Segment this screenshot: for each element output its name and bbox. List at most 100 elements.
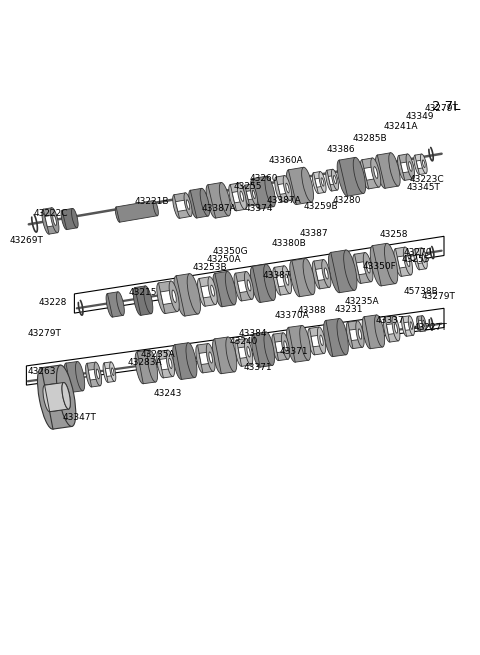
Ellipse shape <box>252 333 262 367</box>
Ellipse shape <box>420 248 427 269</box>
Ellipse shape <box>173 195 181 218</box>
Polygon shape <box>355 253 371 284</box>
Ellipse shape <box>281 333 290 360</box>
Polygon shape <box>276 176 290 202</box>
Ellipse shape <box>189 190 198 218</box>
Polygon shape <box>396 247 411 276</box>
Text: 43380B: 43380B <box>271 238 306 248</box>
Ellipse shape <box>213 339 224 374</box>
Text: 43222C: 43222C <box>34 209 68 217</box>
Ellipse shape <box>275 177 283 202</box>
Polygon shape <box>403 316 413 336</box>
Polygon shape <box>252 264 274 303</box>
Ellipse shape <box>308 328 316 355</box>
Ellipse shape <box>251 267 263 303</box>
Ellipse shape <box>283 176 292 200</box>
Ellipse shape <box>103 363 109 383</box>
Polygon shape <box>313 172 325 193</box>
Polygon shape <box>275 266 290 295</box>
Ellipse shape <box>389 153 400 186</box>
Polygon shape <box>199 352 212 365</box>
Ellipse shape <box>117 292 124 316</box>
Ellipse shape <box>206 185 217 218</box>
Polygon shape <box>292 259 313 297</box>
Polygon shape <box>66 362 83 392</box>
Ellipse shape <box>240 191 244 202</box>
Text: 43263: 43263 <box>28 367 56 376</box>
Polygon shape <box>160 358 171 370</box>
Ellipse shape <box>332 169 338 190</box>
Polygon shape <box>288 167 312 204</box>
Text: 43243: 43243 <box>154 389 182 398</box>
Ellipse shape <box>422 254 425 263</box>
Polygon shape <box>418 316 425 331</box>
Ellipse shape <box>234 273 243 301</box>
Text: 43349: 43349 <box>406 112 434 121</box>
Ellipse shape <box>37 367 57 429</box>
Polygon shape <box>104 362 115 383</box>
Ellipse shape <box>337 318 348 355</box>
Ellipse shape <box>326 170 333 191</box>
Ellipse shape <box>251 179 261 209</box>
Ellipse shape <box>147 350 157 382</box>
Ellipse shape <box>211 285 215 296</box>
Polygon shape <box>62 208 77 230</box>
Ellipse shape <box>285 274 289 286</box>
Polygon shape <box>232 191 243 203</box>
Ellipse shape <box>328 252 342 293</box>
Ellipse shape <box>272 334 280 361</box>
Ellipse shape <box>337 160 349 196</box>
Text: 43235A: 43235A <box>140 350 175 359</box>
Ellipse shape <box>219 183 231 216</box>
Text: 43387: 43387 <box>263 271 292 280</box>
Ellipse shape <box>324 320 335 356</box>
Ellipse shape <box>358 329 361 339</box>
Polygon shape <box>87 362 100 387</box>
Text: 43370A: 43370A <box>275 310 309 320</box>
Ellipse shape <box>303 259 315 295</box>
Ellipse shape <box>353 157 366 193</box>
Text: 43250A: 43250A <box>206 255 241 265</box>
Polygon shape <box>364 166 377 180</box>
Ellipse shape <box>312 261 322 289</box>
Ellipse shape <box>317 327 326 354</box>
Polygon shape <box>310 327 324 355</box>
Ellipse shape <box>173 345 184 379</box>
Text: 43384: 43384 <box>239 329 267 338</box>
Polygon shape <box>176 200 189 212</box>
Polygon shape <box>377 153 398 189</box>
Polygon shape <box>316 268 327 280</box>
Ellipse shape <box>174 276 187 316</box>
Text: 43388: 43388 <box>298 306 326 314</box>
Ellipse shape <box>406 255 410 267</box>
Ellipse shape <box>406 154 415 179</box>
Ellipse shape <box>229 185 238 211</box>
Text: 43387: 43387 <box>300 229 329 238</box>
Ellipse shape <box>168 358 172 369</box>
Ellipse shape <box>374 315 384 347</box>
Text: 43255: 43255 <box>234 182 262 191</box>
Text: 45738B: 45738B <box>403 288 438 297</box>
Polygon shape <box>416 160 425 169</box>
Ellipse shape <box>273 267 282 295</box>
Polygon shape <box>158 281 178 314</box>
Ellipse shape <box>324 268 328 279</box>
Polygon shape <box>254 332 272 367</box>
Ellipse shape <box>135 352 145 384</box>
Polygon shape <box>106 368 113 377</box>
Ellipse shape <box>213 273 224 307</box>
Text: 43360A: 43360A <box>269 156 303 165</box>
Ellipse shape <box>363 253 373 282</box>
Ellipse shape <box>43 385 51 412</box>
Ellipse shape <box>196 345 204 373</box>
Ellipse shape <box>287 328 298 362</box>
Ellipse shape <box>247 280 251 291</box>
Ellipse shape <box>394 248 403 276</box>
Ellipse shape <box>247 346 250 357</box>
Ellipse shape <box>157 283 167 314</box>
Ellipse shape <box>264 332 275 365</box>
Polygon shape <box>288 326 309 362</box>
Ellipse shape <box>206 343 215 371</box>
Text: 43235A: 43235A <box>345 297 379 306</box>
Polygon shape <box>401 162 411 173</box>
